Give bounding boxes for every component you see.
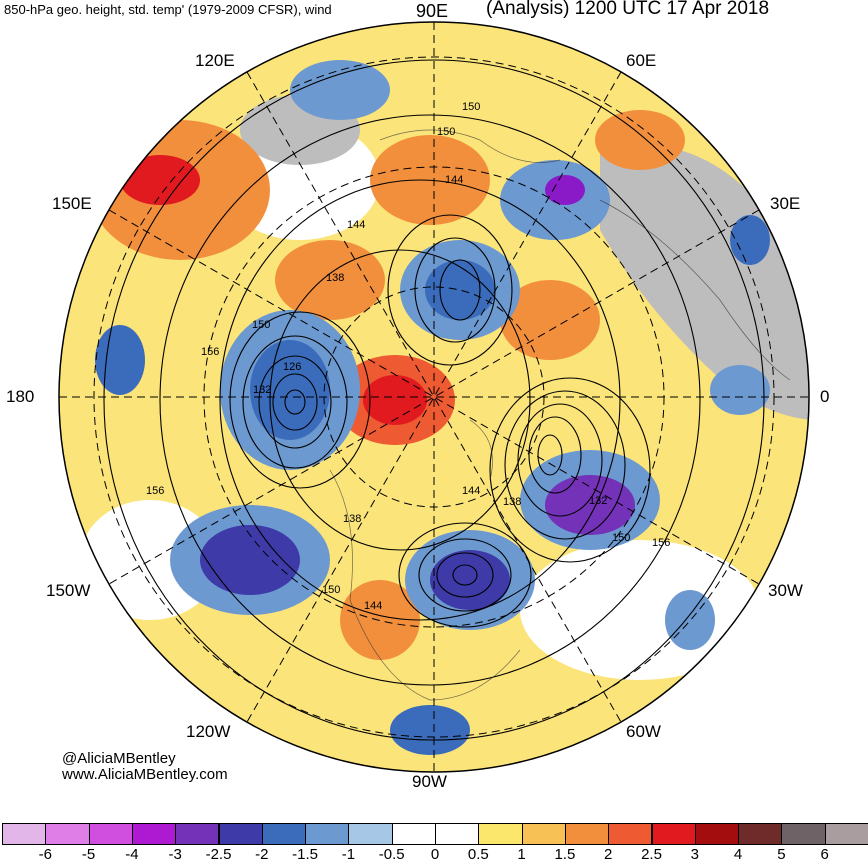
colorbar-swatch	[218, 823, 263, 845]
contour-value-labels: 150 150 144 144 138 150 156 126 132 156 …	[146, 101, 670, 612]
colorbar-tick-label: 3	[690, 846, 699, 863]
colorbar-tick-label: -4	[125, 846, 139, 863]
contour-label: 132	[253, 384, 271, 396]
colorbar-tick-label: -0.5	[378, 846, 405, 863]
colorbar-swatch	[781, 823, 826, 845]
lon-label-180: 180	[6, 387, 35, 406]
contour-label: 138	[343, 513, 361, 525]
colorbar-swatch	[261, 823, 307, 845]
colorbar-swatch	[175, 823, 220, 845]
colorbar	[0, 823, 868, 845]
colorbar-swatch	[131, 823, 177, 845]
colorbar-tick-label: 0	[430, 846, 440, 863]
colorbar-labels: -6 -5 -4 -3 -2.5 -2 -1.5 -1 -0.5 0 0.5 1 1.5 2 2.5 3 4 5 6	[0, 846, 868, 866]
warm-anomaly-core	[363, 375, 427, 425]
map-disc	[59, 22, 809, 772]
contour-label: 132	[589, 495, 607, 507]
lon-label-90e: 90E	[416, 1, 449, 21]
colorbar-swatch	[2, 823, 47, 845]
colorbar-tick-label: 1.5	[554, 846, 576, 863]
contour-label: 150	[252, 319, 270, 331]
colorbar-swatch	[608, 823, 653, 845]
colorbar-swatch	[564, 823, 610, 845]
colorbar-swatch	[521, 823, 566, 845]
lon-label-150w: 150W	[46, 581, 91, 600]
lon-label-120w: 120W	[186, 722, 231, 741]
colorbar-tick-label: 1	[517, 846, 526, 863]
contour-label: 150	[437, 126, 455, 138]
colorbar-tick-label: 6	[820, 846, 829, 863]
cold-anomaly-core	[545, 175, 585, 205]
colorbar-tick-label: -6	[38, 846, 52, 863]
cold-anomaly	[665, 590, 715, 650]
colorbar-swatch	[348, 823, 393, 845]
colorbar-swatch	[824, 823, 868, 845]
cold-anomaly	[730, 215, 770, 265]
colorbar-swatch	[45, 823, 90, 845]
colorbar-swatch	[738, 823, 783, 845]
colorbar-swatch	[391, 823, 436, 845]
colorbar-tick-label: 2	[604, 846, 613, 863]
lon-label-30e: 30E	[770, 194, 801, 213]
lon-label-120e: 120E	[195, 51, 235, 70]
colorbar-swatch	[88, 823, 133, 845]
contour-label: 144	[445, 174, 463, 186]
lon-label-90w: 90W	[412, 772, 447, 791]
contour-label: 138	[326, 272, 344, 284]
colorbar-tick-label: -5	[81, 846, 96, 863]
colorbar-tick-label: 0.5	[467, 846, 489, 863]
colorbar-tick-label: -2.5	[205, 846, 232, 863]
lon-label-0: 0	[820, 387, 830, 406]
contour-label: 138	[503, 496, 521, 508]
website-credit: www.AliciaMBentley.com	[62, 766, 228, 783]
cold-anomaly	[95, 325, 145, 395]
colorbar-swatch	[305, 823, 350, 845]
cold-anomaly-core	[545, 475, 635, 535]
contour-label: 156	[146, 485, 164, 497]
product-title: 850-hPa geo. height, std. temp' (1979-20…	[4, 2, 332, 17]
cold-anomaly	[290, 60, 390, 120]
colorbar-swatch	[651, 823, 696, 845]
colorbar-tick-label: 5	[777, 846, 786, 863]
colorbar-tick-label: 2.5	[641, 846, 662, 863]
warm-anomaly-core	[120, 155, 200, 205]
lon-label-60e: 60E	[626, 51, 657, 70]
contour-label: 150	[612, 532, 630, 544]
warm-anomaly	[500, 280, 600, 360]
colorbar-swatch	[478, 823, 523, 845]
contour-label: 156	[652, 537, 670, 549]
lon-label-30w: 30W	[768, 581, 803, 600]
cold-anomaly-core	[425, 260, 495, 320]
colorbar-tick-label: -3	[168, 846, 182, 863]
analysis-time: (Analysis) 1200 UTC 17 Apr 2018	[486, 0, 770, 19]
cold-anomaly-core	[250, 340, 330, 440]
colorbar-tick-label: 4	[733, 846, 743, 863]
contour-label: 126	[283, 361, 301, 373]
coastlines	[329, 129, 791, 701]
cold-anomaly	[710, 365, 770, 415]
warm-anomaly	[595, 110, 685, 170]
contour-label: 156	[201, 346, 219, 358]
colorbar-tick-label: -2	[255, 846, 269, 863]
contour-label: 150	[462, 101, 480, 113]
graticule	[59, 22, 809, 772]
colorbar-swatch	[694, 823, 740, 845]
contour-label: 144	[364, 600, 382, 612]
cold-anomaly-core	[200, 525, 300, 595]
warm-anomaly	[340, 580, 420, 660]
lon-label-60w: 60W	[626, 722, 661, 741]
lon-label-150e: 150E	[52, 194, 92, 213]
contour-label: 150	[322, 584, 340, 596]
twitter-handle: @AliciaMBentley	[62, 750, 176, 767]
cold-anomaly	[390, 705, 470, 755]
colorbar-tick-label: -1	[341, 846, 356, 863]
map-border	[58, 21, 810, 773]
contour-label: 144	[462, 485, 480, 497]
contour-label: 144	[347, 219, 365, 231]
colorbar-tick-label: -1.5	[292, 846, 319, 863]
colorbar-swatch	[435, 823, 480, 845]
cold-anomaly-core	[430, 550, 510, 610]
